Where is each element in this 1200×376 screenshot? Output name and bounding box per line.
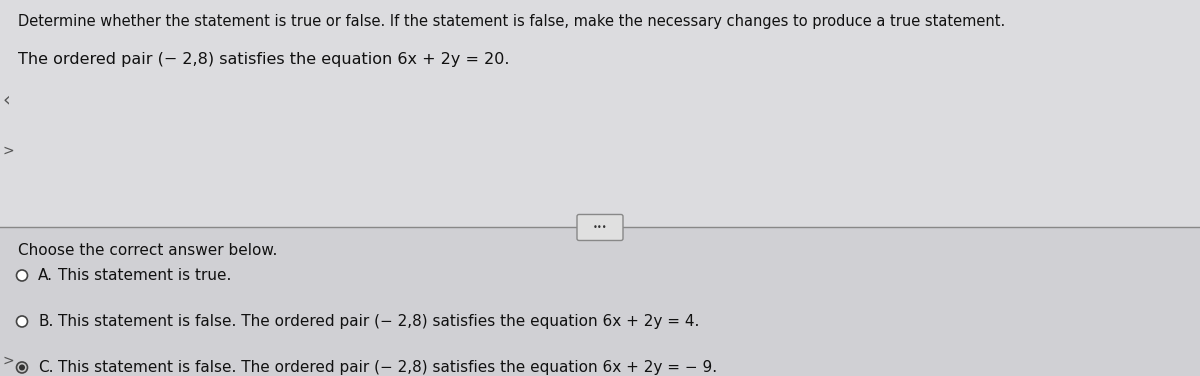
Text: This statement is false. The ordered pair (− 2,8) satisfies the equation 6x + 2y: This statement is false. The ordered pai… — [58, 314, 700, 329]
Text: A.: A. — [38, 268, 53, 283]
Text: This statement is false. The ordered pair (− 2,8) satisfies the equation 6x + 2y: This statement is false. The ordered pai… — [58, 360, 718, 375]
Text: >: > — [2, 354, 14, 368]
Text: Determine whether the statement is true or false. If the statement is false, mak: Determine whether the statement is true … — [18, 14, 1006, 29]
Text: ‹: ‹ — [2, 91, 11, 109]
Circle shape — [17, 362, 28, 373]
Text: This statement is true.: This statement is true. — [58, 268, 232, 283]
Circle shape — [17, 270, 28, 281]
Circle shape — [17, 316, 28, 327]
Circle shape — [19, 364, 25, 370]
Text: B.: B. — [38, 314, 53, 329]
Bar — [0, 227, 1200, 376]
Text: The ordered pair (− 2,8) satisfies the equation 6x + 2y = 20.: The ordered pair (− 2,8) satisfies the e… — [18, 52, 510, 67]
Text: C.: C. — [38, 360, 54, 375]
Text: •••: ••• — [593, 223, 607, 232]
FancyBboxPatch shape — [577, 214, 623, 241]
Bar — [0, 0, 1200, 227]
Text: Choose the correct answer below.: Choose the correct answer below. — [18, 244, 277, 258]
Text: >: > — [2, 143, 14, 158]
